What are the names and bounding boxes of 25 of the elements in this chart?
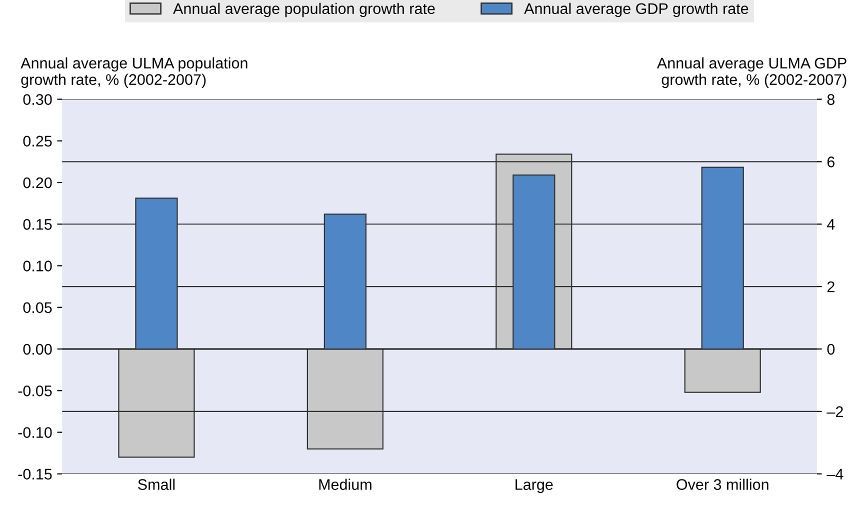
y2-tick-label: 8 (827, 94, 835, 105)
y-axis-title: Annual average ULMA population growth rate, % (2002-2007) (20, 57, 248, 88)
x-tick-label: Large (516, 479, 553, 493)
x-tick-label: Medium (319, 478, 372, 490)
legend-label: Annual average population growth rate (173, 2, 435, 18)
y2-tick-label: –4 (826, 468, 844, 480)
y2-tick-label: 0 (827, 344, 835, 355)
x-tick-label: Over 3 million (676, 478, 768, 490)
y-tick-label: -0.05 (18, 385, 52, 396)
y-tick-label: 0.20 (23, 177, 52, 188)
y2-tick-label: 2 (827, 281, 834, 292)
y-tick-label: 0.05 (23, 302, 52, 314)
y-tick-label: 0.25 (23, 136, 52, 147)
x-tick-label: Small (138, 478, 175, 490)
y-tick-label: 0.10 (23, 260, 52, 272)
y2-axis-title: Annual average ULMA GDP growth rate, % (2002-2007) (656, 57, 846, 88)
y2-tick-label: –2 (826, 406, 843, 417)
y-tick-label: 0.00 (23, 344, 52, 355)
y2-tick-label: 4 (827, 219, 835, 230)
y-tick-label: 0.30 (23, 94, 52, 105)
y-tick-label: -0.15 (18, 468, 52, 480)
y-tick-label: 0.15 (23, 218, 52, 230)
y2-tick-label: 6 (827, 156, 835, 168)
legend-label: Annual average GDP growth rate (524, 2, 748, 18)
y-tick-label: -0.10 (18, 427, 52, 438)
